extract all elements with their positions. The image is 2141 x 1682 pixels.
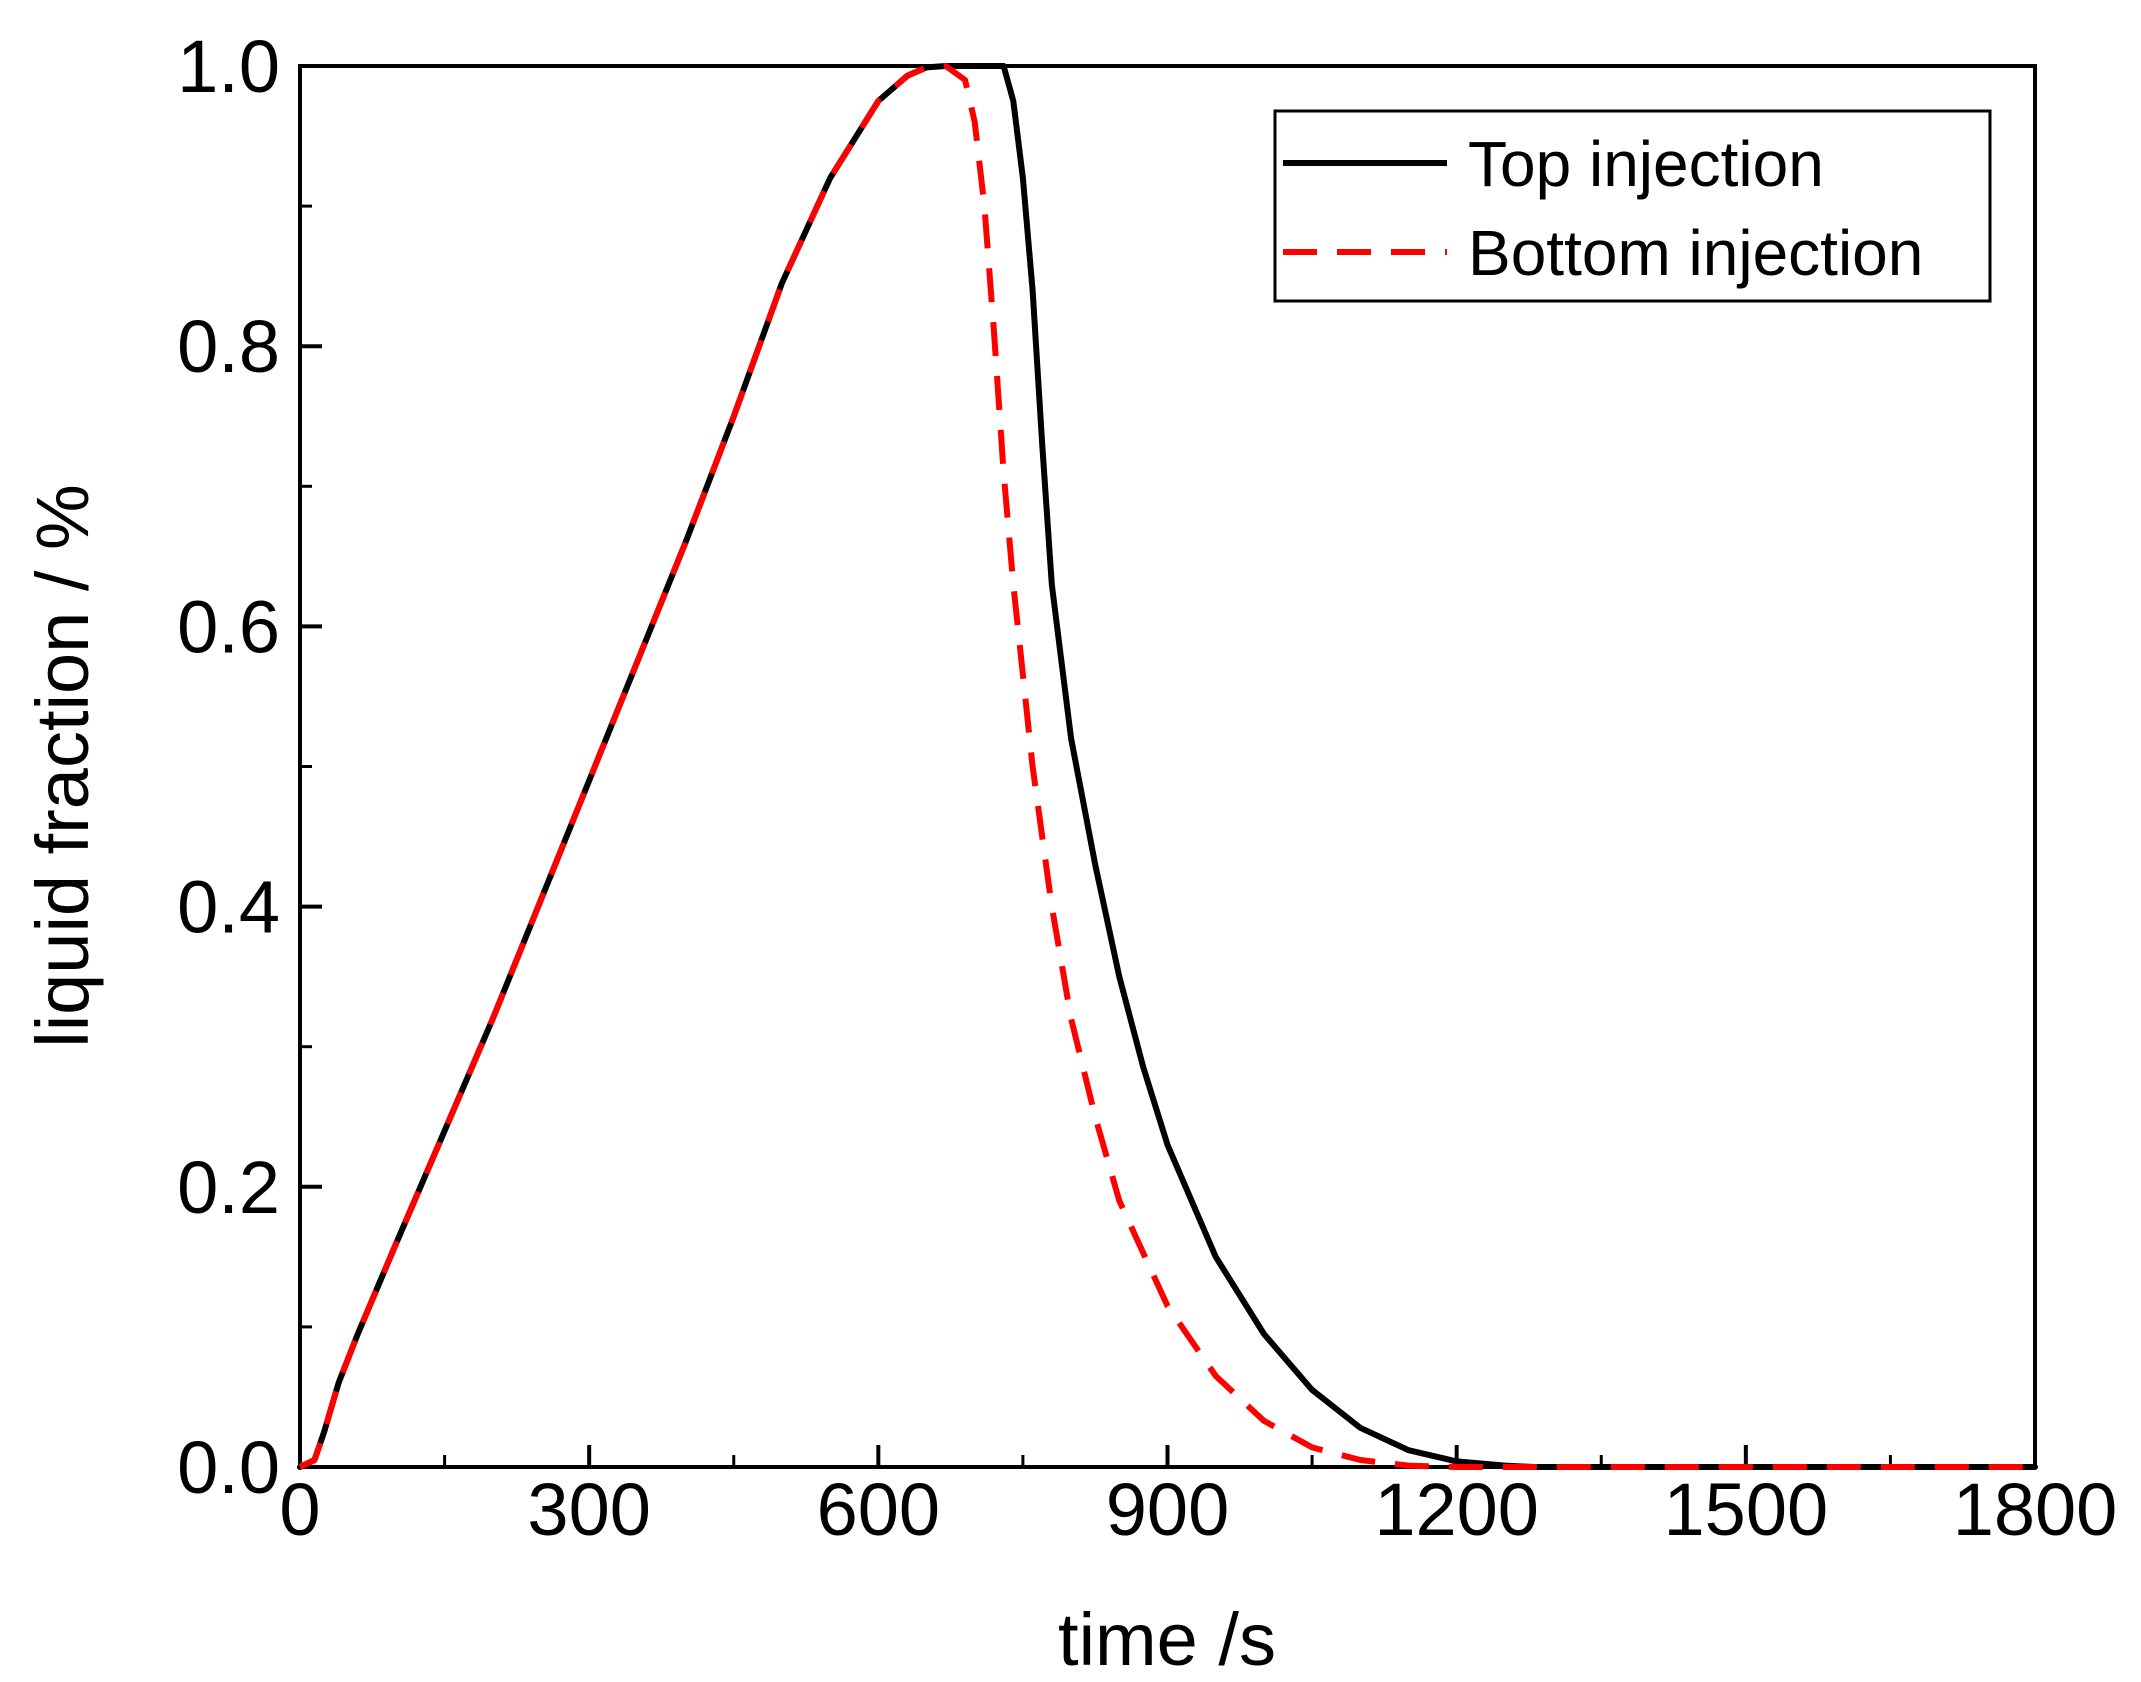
x-tick-label: 0: [279, 1468, 320, 1551]
y-axis-title: liquid fraction / %: [21, 484, 104, 1048]
axis-tick-labels: 0 300 600 900 1200 1500 1800 0.0 0.2 0.4 0.6 0.8 1.0: [177, 25, 2117, 1551]
legend-box: [1273, 109, 1992, 303]
legend: Top injection Bottom injection: [1273, 109, 1992, 303]
legend-label-top-injection: Top injection: [1468, 128, 1824, 200]
y-tick-label: 1.0: [177, 25, 280, 108]
y-tick-label: 0.8: [177, 305, 280, 388]
x-axis-title: time /s: [1058, 1598, 1276, 1681]
x-tick-label: 600: [817, 1468, 940, 1551]
y-tick-label: 0.0: [177, 1426, 280, 1509]
x-tick-label: 1200: [1374, 1468, 1539, 1551]
y-tick-label: 0.2: [177, 1146, 280, 1229]
legend-label-bottom-injection: Bottom injection: [1468, 217, 1923, 289]
x-tick-label: 900: [1106, 1468, 1229, 1551]
x-tick-label: 1500: [1664, 1468, 1829, 1551]
x-tick-label: 1800: [1953, 1468, 2118, 1551]
y-tick-label: 0.6: [177, 585, 280, 668]
y-tick-label: 0.4: [177, 866, 280, 949]
x-tick-label: 300: [527, 1468, 650, 1551]
series-layer: [297, 63, 2038, 1470]
series-line-bottom-injection: [298, 63, 2035, 1470]
